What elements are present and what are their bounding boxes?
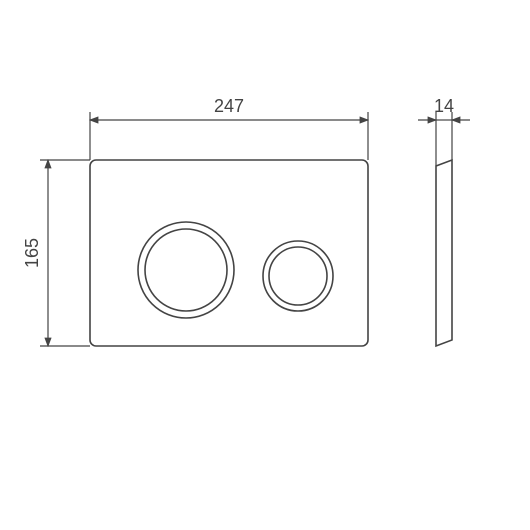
- dim-height-label: 165: [22, 238, 42, 268]
- flush-button-large-inner: [145, 229, 227, 311]
- dim-width-label: 247: [214, 96, 244, 116]
- front-plate: [90, 160, 368, 346]
- technical-drawing: 247 165 14: [0, 0, 530, 530]
- side-profile: [436, 160, 452, 346]
- flush-button-small-inner: [269, 247, 327, 305]
- dim-depth-label: 14: [434, 96, 454, 116]
- flush-button-small-outer: [263, 241, 333, 311]
- flush-button-large-outer: [138, 222, 234, 318]
